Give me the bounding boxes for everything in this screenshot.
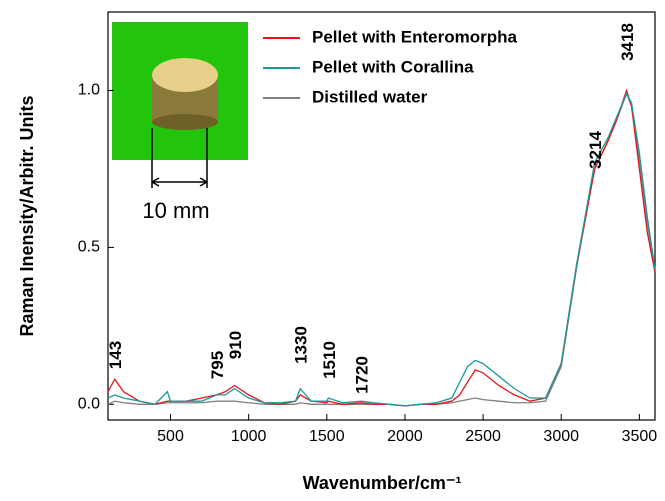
- y-tick-label: 0.0: [78, 396, 100, 413]
- series-line: [107, 92, 656, 407]
- legend-label: Pellet with Enteromorpha: [312, 27, 518, 46]
- y-axis-title: Raman Inensity/Arbitr. Units: [17, 95, 37, 336]
- peak-label: 3214: [586, 131, 605, 169]
- peak-label: 1330: [292, 326, 311, 364]
- inset-photo: 10 mm: [112, 22, 248, 223]
- x-tick-label: 1500: [309, 428, 345, 445]
- x-tick-label: 2000: [387, 428, 423, 445]
- peak-label: 3418: [618, 23, 637, 61]
- peak-label: 1510: [320, 341, 339, 379]
- peak-label: 795: [208, 351, 227, 379]
- x-tick-label: 1000: [231, 428, 267, 445]
- peak-label: 910: [226, 331, 245, 359]
- x-tick-label: 3000: [543, 428, 579, 445]
- y-tick-label: 1.0: [78, 82, 100, 99]
- legend-label: Pellet with Corallina: [312, 57, 474, 76]
- pellet-bottom: [152, 114, 218, 130]
- dimension-arrow: [151, 177, 208, 187]
- inset-scale-label: 10 mm: [142, 198, 209, 223]
- x-tick-label: 3500: [622, 428, 658, 445]
- peak-label: 1720: [353, 356, 372, 394]
- pellet-top: [152, 58, 218, 92]
- x-axis-title: Wavenumber/cm⁻¹: [303, 473, 462, 493]
- x-tick-label: 500: [157, 428, 184, 445]
- plot-frame: [107, 11, 656, 421]
- y-tick-label: 0.5: [78, 239, 100, 256]
- peak-label: 143: [106, 341, 125, 369]
- legend-label: Distilled water: [312, 87, 428, 106]
- x-tick-label: 2500: [465, 428, 501, 445]
